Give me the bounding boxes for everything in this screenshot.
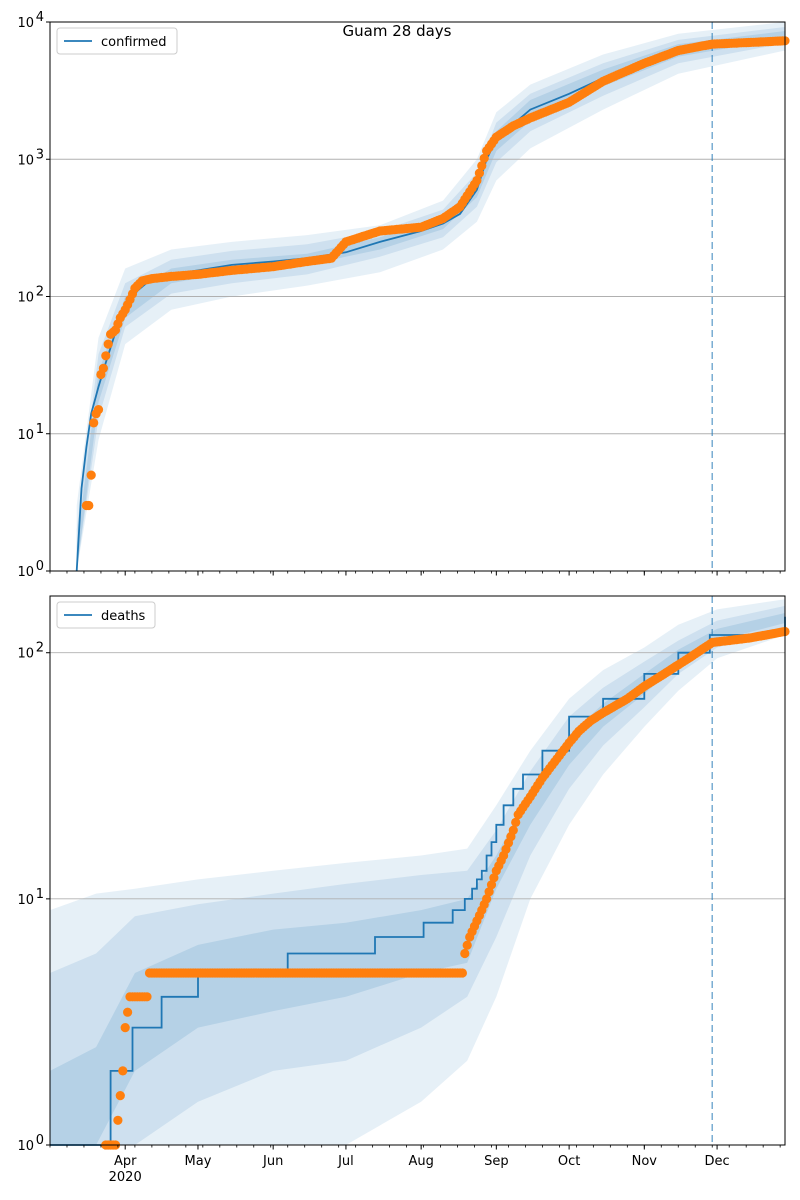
y-tick-exponent: 1	[36, 887, 44, 902]
y-tick-exponent: 3	[36, 147, 44, 162]
observed-point	[123, 1007, 133, 1017]
observed-point	[486, 880, 497, 890]
x-tick-label: Dec	[705, 1154, 730, 1169]
observed-point	[86, 470, 96, 480]
observed-point	[472, 175, 482, 186]
observed-point	[103, 339, 113, 349]
observed-point	[474, 168, 484, 178]
y-tick-exponent: 2	[36, 285, 44, 300]
deaths-bands	[50, 599, 785, 1145]
confirmed-legend-label: confirmed	[101, 35, 167, 50]
confirmed-grid	[50, 158, 785, 435]
observed-point	[508, 825, 518, 835]
observed-point	[462, 940, 472, 950]
x-tick-label: Jul	[337, 1154, 354, 1169]
observed-point	[101, 351, 111, 361]
observed-point	[113, 1115, 123, 1125]
observed-point	[484, 887, 494, 897]
x-tick-label: Oct	[558, 1154, 580, 1169]
observed-point	[142, 992, 152, 1002]
observed-point	[98, 363, 108, 373]
y-tick-label: 10	[17, 1139, 34, 1154]
deaths-grid	[50, 652, 785, 900]
observed-point	[479, 153, 489, 163]
observed-point	[93, 405, 104, 415]
deaths-axes-frame	[49, 595, 786, 1146]
confirmed-x-ticks	[49, 571, 781, 576]
observed-point	[460, 948, 470, 959]
x-tick-label: Apr	[114, 1154, 137, 1169]
x-tick-label: Aug	[408, 1154, 433, 1169]
observed-point	[89, 418, 99, 428]
deaths-legend: deaths	[56, 601, 156, 629]
observed-point	[84, 500, 94, 511]
confirmed-legend: confirmed	[56, 27, 178, 55]
y-tick-label: 10	[17, 16, 34, 31]
band-50	[50, 613, 785, 1145]
band-80	[50, 605, 785, 1145]
y-tick-exponent: 2	[36, 641, 44, 656]
deaths-legend-box	[56, 601, 156, 629]
confirmed-points	[81, 36, 790, 511]
y-tick-label: 10	[17, 893, 34, 908]
x-tick-year: 2020	[109, 1170, 142, 1185]
confirmed-legend-box	[56, 27, 178, 55]
y-tick-exponent: 0	[36, 1133, 44, 1148]
x-tick-label: Sep	[484, 1154, 509, 1169]
x-tick-label: Jun	[262, 1154, 283, 1169]
observed-point	[482, 894, 492, 904]
observed-point	[118, 1066, 128, 1076]
y-tick-label: 10	[17, 565, 34, 580]
deaths-legend-label: deaths	[101, 609, 146, 624]
chart-title: Guam 28 days	[343, 22, 452, 40]
observed-point	[489, 873, 499, 883]
observed-point	[477, 161, 487, 171]
x-tick-label: May	[185, 1154, 212, 1169]
x-tick-label: Nov	[632, 1154, 658, 1169]
observed-point	[115, 1091, 125, 1101]
observed-point	[120, 1023, 130, 1033]
observed-point	[457, 968, 467, 978]
y-tick-label: 10	[17, 153, 34, 168]
y-tick-exponent: 0	[36, 559, 44, 574]
observed-point	[511, 817, 521, 828]
y-tick-label: 10	[17, 428, 34, 443]
y-tick-exponent: 1	[36, 422, 44, 437]
y-tick-label: 10	[17, 647, 34, 662]
band-95	[50, 599, 785, 1145]
y-tick-exponent: 4	[36, 10, 44, 25]
y-tick-label: 10	[17, 291, 34, 306]
